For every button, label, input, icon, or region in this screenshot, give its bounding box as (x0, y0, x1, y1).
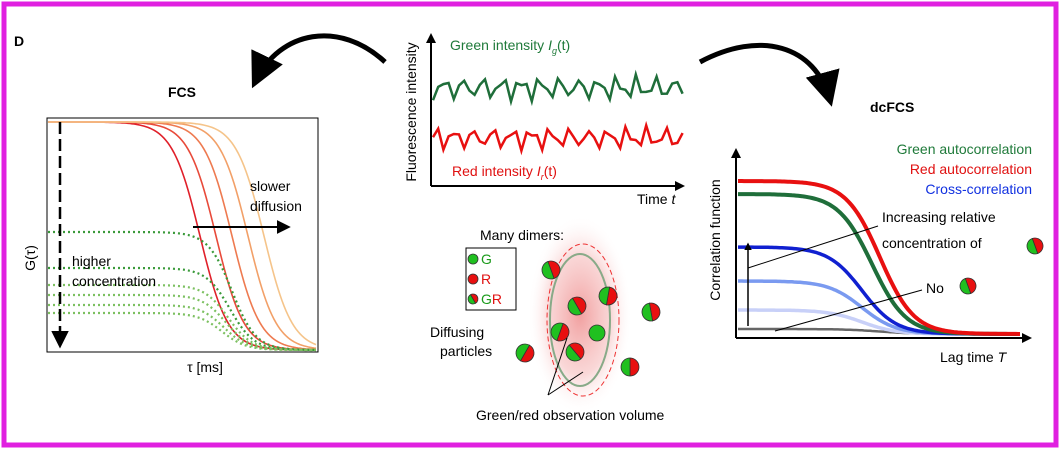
legend-entry: Green autocorrelation (897, 141, 1032, 157)
note: No (926, 280, 944, 296)
red-trace (431, 120, 684, 156)
particle-half (1031, 237, 1044, 255)
particle-half (467, 294, 477, 305)
panel-label: D (14, 33, 24, 49)
fcs-curve (48, 121, 317, 346)
particle-half (565, 344, 582, 362)
note: higher (72, 253, 111, 269)
note: diffusion (250, 198, 302, 214)
fcs-curve (48, 121, 316, 351)
axis-label: Lag time T (940, 349, 1008, 365)
particle-half (515, 343, 531, 362)
note: particles (440, 343, 492, 359)
note: concentration of (882, 235, 982, 251)
particle-half (620, 357, 631, 377)
green-trace (431, 69, 684, 107)
axis-label: Fluorescence intensity (403, 42, 419, 181)
note: Diffusing (430, 324, 484, 340)
legend-entry: GR (481, 291, 502, 307)
axis-label: G(τ) (22, 245, 38, 271)
particle-half (541, 261, 555, 280)
particle-half (556, 323, 570, 342)
note: concentration (72, 273, 156, 289)
particle-half (519, 344, 535, 363)
axis-label: Correlation function (707, 179, 723, 300)
particle-half (571, 296, 587, 315)
legend-entry: Cross-correlation (925, 181, 1032, 197)
pointer (774, 289, 923, 332)
particle-half (964, 277, 977, 295)
green-volume (549, 253, 611, 387)
red-volume (546, 243, 620, 397)
arrow (698, 42, 840, 107)
particle-half (568, 342, 585, 360)
fcs-curve (48, 121, 317, 349)
green-trace-label: Green intensity Ig(t) (450, 37, 570, 56)
axis-label: Time t (637, 191, 676, 207)
arrow (251, 33, 387, 89)
fcs-dotted-curve (48, 230, 316, 351)
fcs-curve (48, 121, 317, 351)
fcs-curve (48, 121, 316, 351)
particle-half (567, 297, 583, 316)
legend-entry: R (481, 271, 491, 287)
legend-entry: Red autocorrelation (910, 161, 1032, 177)
pointer (547, 371, 584, 396)
particle-half (550, 322, 564, 341)
pointer (547, 337, 568, 396)
fcs-dotted-curve (48, 303, 316, 352)
particle-half (629, 357, 640, 377)
fcs-dotted-curve (48, 311, 316, 352)
red-auto-curve (738, 179, 1020, 336)
particle (467, 253, 479, 265)
note: slower (250, 178, 291, 194)
particle-half (1026, 237, 1039, 255)
red-trace-label: Red intensity Ir(t) (452, 163, 557, 182)
legend-entry: G (481, 251, 492, 267)
dcfcs-title: dcFCS (870, 99, 914, 115)
pointer (747, 225, 879, 269)
sample-title: Many dimers: (480, 227, 564, 243)
fcs-plot-frame (46, 117, 319, 353)
particle-half (547, 260, 561, 279)
particle (588, 324, 606, 342)
fcs-title: FCS (168, 84, 196, 100)
particle-half (641, 302, 654, 322)
particle (467, 273, 479, 285)
particle-half (598, 286, 611, 306)
particle-half (959, 277, 972, 295)
axis-label: τ [ms] (187, 359, 223, 375)
note: Increasing relative (882, 209, 996, 225)
note: Green/red observation volume (476, 407, 665, 423)
